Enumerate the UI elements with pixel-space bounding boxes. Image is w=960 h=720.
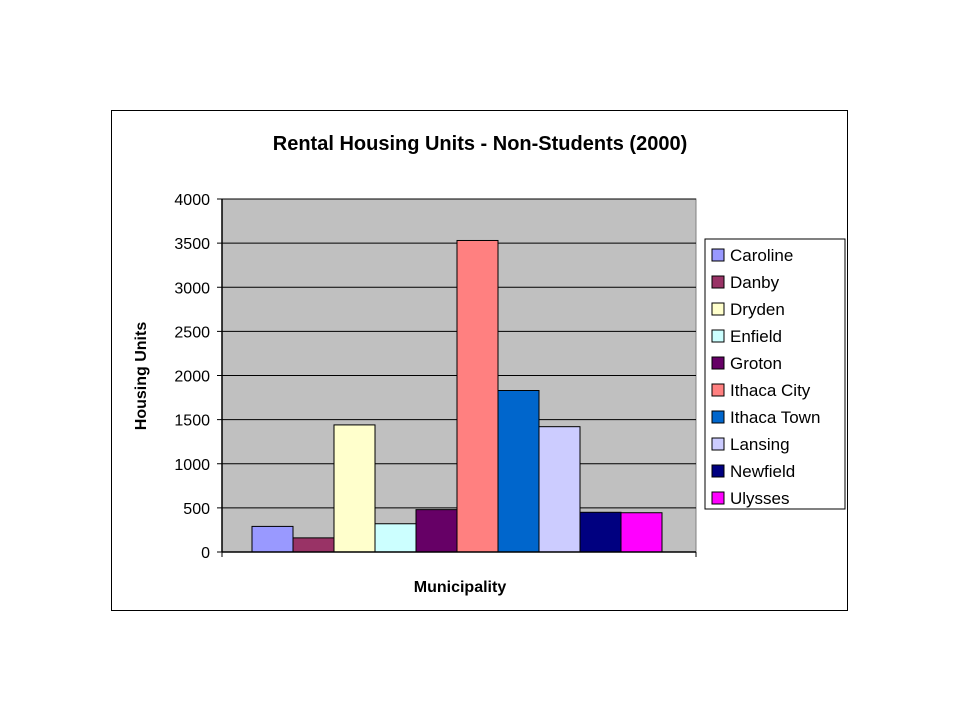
legend-swatch: [711, 302, 725, 316]
legend-label: Newfield: [730, 462, 795, 481]
y-tick-labels: 0 500 1000 1500 2000 2500 3000 3500 4000: [174, 192, 222, 562]
bar-dryden: [333, 424, 376, 553]
legend-label: Danby: [730, 273, 780, 292]
chart-frame: Rental Housing Units - Non-Students (200…: [111, 110, 848, 611]
bar-danby: [292, 537, 335, 553]
legend-swatch: [711, 329, 725, 343]
chart-svg: Rental Housing Units - Non-Students (200…: [133, 133, 846, 596]
chart-title: Rental Housing Units - Non-Students (200…: [273, 133, 687, 155]
bar-caroline: [251, 525, 294, 553]
bar-enfield: [374, 523, 417, 553]
y-tick-label: 3500: [174, 236, 210, 253]
legend-label: Ithaca Town: [730, 408, 820, 427]
legend-label: Groton: [730, 354, 782, 373]
legend-label: Caroline: [730, 246, 793, 265]
legend-swatch: [711, 437, 725, 451]
y-tick-label: 2500: [174, 324, 210, 341]
legend-swatch: [711, 491, 725, 505]
legend-swatch: [711, 410, 725, 424]
y-tick-label: 1000: [174, 457, 210, 474]
y-tick-label: 500: [183, 501, 210, 518]
legend-swatch: [711, 275, 725, 289]
y-axis-label: Housing Units: [133, 322, 150, 431]
bar-newfield: [579, 511, 622, 553]
bar-ithaca-city: [456, 239, 499, 553]
y-tick-label: 3000: [174, 280, 210, 297]
y-tick-label: 2000: [174, 369, 210, 386]
bar-groton: [415, 509, 458, 553]
legend-label: Ulysses: [730, 489, 790, 508]
legend-swatch: [711, 356, 725, 370]
legend-label: Dryden: [730, 300, 785, 319]
y-tick-label: 1500: [174, 413, 210, 430]
bar-ithaca-town: [497, 390, 540, 553]
bar-ulysses: [620, 512, 663, 553]
legend-label: Enfield: [730, 327, 782, 346]
legend: Caroline Danby Dryden Enfield Groton Ithaca C…: [704, 238, 846, 510]
legend-swatch: [711, 248, 725, 262]
legend-label: Ithaca City: [730, 381, 811, 400]
y-tick-label: 0: [201, 545, 210, 562]
x-axis-label: Municipality: [414, 579, 507, 596]
bar-lansing: [538, 426, 581, 553]
legend-swatch: [711, 383, 725, 397]
bars: [251, 239, 663, 553]
legend-label: Lansing: [730, 435, 790, 454]
y-tick-label: 4000: [174, 192, 210, 209]
legend-swatch: [711, 464, 725, 478]
legend-box: [704, 238, 846, 510]
